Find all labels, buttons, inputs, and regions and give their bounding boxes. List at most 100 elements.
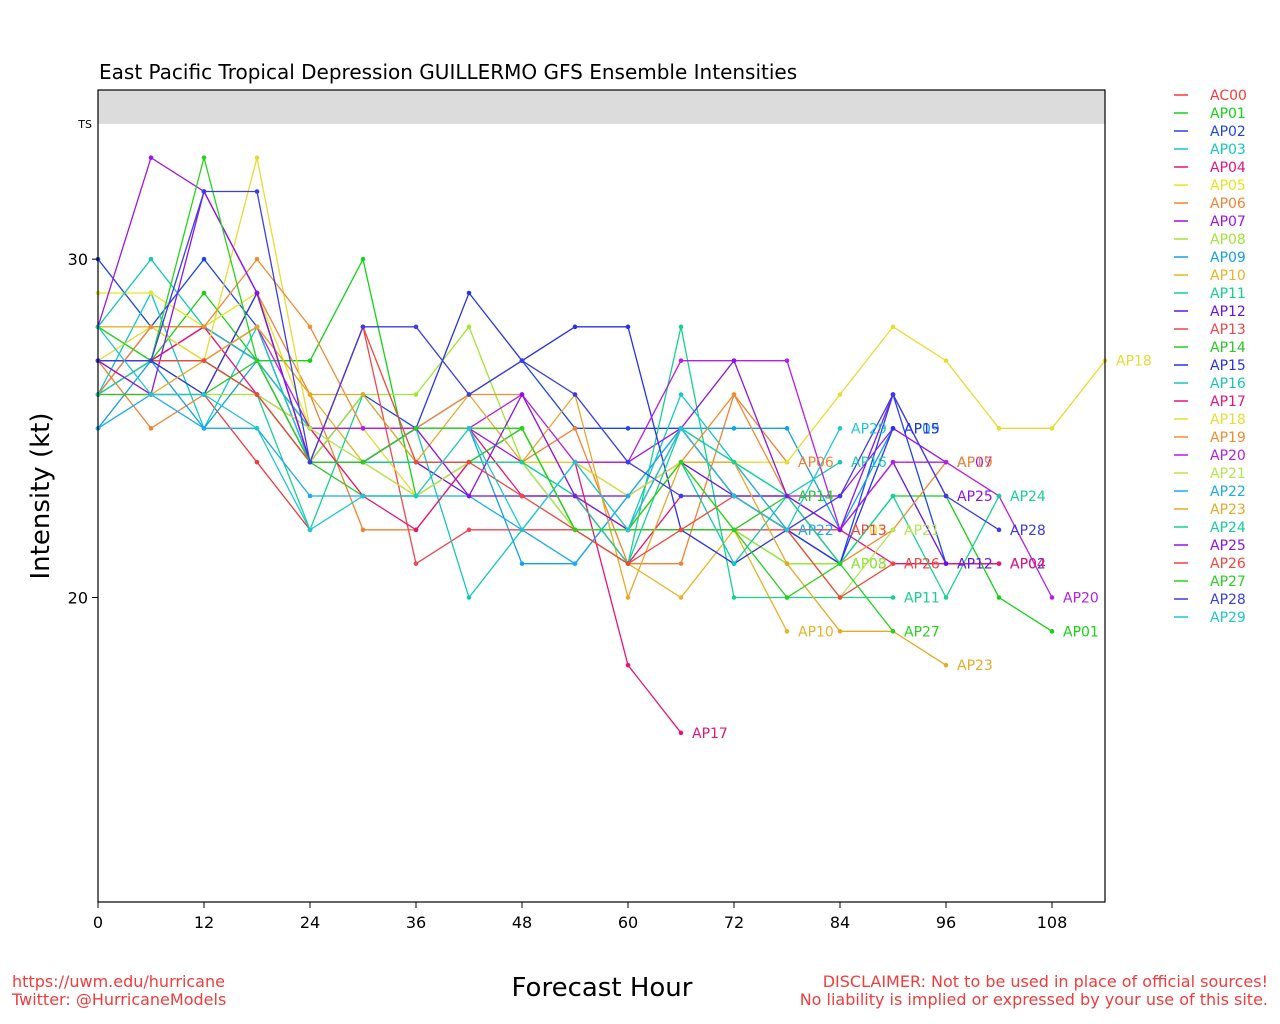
- data-point: [254, 358, 260, 363]
- data-point: [148, 392, 154, 397]
- series-line-ap14: [98, 359, 788, 531]
- data-point: [943, 595, 949, 600]
- data-point: [148, 358, 154, 363]
- series-line-ap17: [98, 325, 682, 734]
- series-layer: [95, 155, 1108, 736]
- data-point: [890, 595, 896, 600]
- legend-entry: AP12: [1210, 304, 1246, 320]
- series-end-label: AP10: [798, 624, 834, 640]
- series-line-ap02: [97, 258, 999, 565]
- data-point: [360, 527, 366, 533]
- data-point: [466, 493, 472, 499]
- data-point: [784, 493, 790, 499]
- data-point: [996, 493, 1002, 499]
- legend-entry: AP16: [1210, 376, 1246, 392]
- data-point: [890, 392, 896, 397]
- data-point: [625, 324, 631, 330]
- data-point: [943, 561, 949, 566]
- data-point: [360, 324, 366, 330]
- data-point: [678, 324, 684, 330]
- data-point: [837, 629, 843, 634]
- data-point: [201, 426, 207, 431]
- series-end-label: AP26: [904, 557, 940, 573]
- data-point: [890, 561, 896, 566]
- data-point: [466, 426, 472, 431]
- data-point: [1049, 426, 1055, 431]
- series-end-label: AP01: [1063, 624, 1099, 640]
- data-point: [784, 561, 790, 566]
- data-point: [254, 426, 260, 431]
- legend-entry: AP04: [1210, 160, 1246, 176]
- x-tick-label: 48: [512, 913, 532, 932]
- series-end-label: AP24: [1010, 489, 1046, 505]
- data-point: [413, 426, 419, 431]
- data-point: [890, 426, 896, 431]
- series-end-label: AP20: [1063, 591, 1099, 607]
- series-end-label: AP07: [957, 455, 993, 471]
- series-line-ap18: [97, 157, 1106, 497]
- data-point: [890, 493, 896, 499]
- series-line-ac00: [98, 393, 311, 531]
- legend-entry: AP25: [1210, 538, 1246, 554]
- series-end-label: AP03: [851, 557, 887, 573]
- data-point: [307, 324, 313, 330]
- data-point: [784, 527, 790, 533]
- data-point: [519, 493, 525, 499]
- data-point: [413, 392, 419, 397]
- data-point: [413, 324, 419, 330]
- data-point: [625, 459, 631, 465]
- data-point: [731, 493, 737, 499]
- data-point: [254, 155, 260, 160]
- data-point: [731, 392, 737, 397]
- footer-twitter[interactable]: Twitter: @HurricaneModels: [12, 990, 227, 1009]
- series-end-label: AP04: [1010, 557, 1046, 573]
- data-point: [731, 527, 737, 533]
- data-point: [148, 290, 154, 296]
- series-end-label: AP12: [957, 557, 993, 573]
- data-point: [519, 459, 525, 465]
- series-end-label: AP11: [904, 591, 940, 607]
- footer-disclaimer: DISCLAIMER: Not to be used in place of o…: [800, 973, 1268, 1009]
- data-point: [148, 155, 154, 160]
- legend-entry: AP23: [1210, 502, 1246, 518]
- data-point: [360, 256, 366, 262]
- data-point: [678, 595, 684, 600]
- data-point: [890, 629, 896, 634]
- data-point: [1049, 629, 1055, 634]
- data-point: [731, 595, 737, 600]
- data-point: [678, 426, 684, 431]
- data-point: [784, 629, 790, 634]
- data-point: [201, 324, 207, 330]
- data-point: [572, 426, 578, 431]
- series-end-label: AP29: [851, 421, 887, 437]
- footer-url[interactable]: https://uwm.edu/hurricane: [12, 972, 225, 991]
- data-point: [307, 493, 313, 499]
- data-point: [784, 358, 790, 363]
- data-point: [572, 324, 578, 330]
- chart-title: East Pacific Tropical Depression GUILLER…: [99, 60, 797, 84]
- legend-entry: AP29: [1210, 610, 1246, 626]
- x-tick-label: 72: [724, 913, 744, 932]
- data-point: [837, 392, 843, 397]
- x-axis-label: Forecast Hour: [512, 973, 693, 1003]
- data-point: [572, 392, 578, 397]
- data-point: [784, 459, 790, 465]
- data-point: [890, 324, 896, 330]
- legend-entry: AP14: [1210, 340, 1246, 356]
- data-point: [413, 561, 419, 566]
- data-point: [996, 595, 1002, 600]
- series-end-label: AP18: [1116, 354, 1152, 370]
- data-point: [943, 358, 949, 363]
- x-tick-label: 60: [618, 913, 638, 932]
- legend-entry: AP20: [1210, 448, 1246, 464]
- legend-entry: AC00: [1210, 88, 1247, 104]
- data-point: [201, 155, 207, 160]
- series-end-label: AP28: [1010, 523, 1046, 539]
- data-point: [625, 493, 631, 499]
- data-point: [678, 392, 684, 397]
- data-point: [254, 459, 260, 465]
- data-point: [625, 561, 631, 566]
- y-tick-label: 20: [68, 589, 88, 608]
